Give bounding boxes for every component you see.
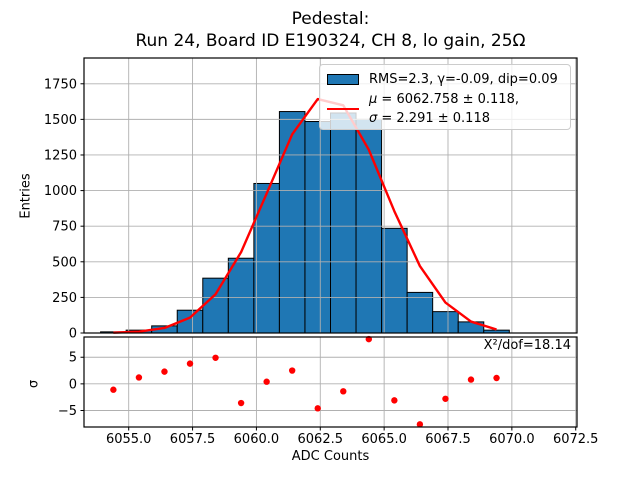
x-tick-label: 6072.5 (553, 432, 599, 447)
residual-axes-spine (83, 336, 578, 428)
y-tick-label: 250 (52, 291, 77, 306)
tick-marks (80, 83, 577, 431)
legend-entry-fit: μ = 6062.758 ± 0.118, σ = 2.291 ± 0.118 (327, 90, 563, 128)
legend-histogram-label: RMS=2.3, γ=-0.09, dip=0.09 (369, 72, 558, 87)
x-tick-label: 6070.0 (489, 432, 535, 447)
residual-point (212, 354, 219, 361)
histogram-bar (253, 182, 280, 334)
y-tick-label: 0 (69, 327, 77, 342)
residual-point (161, 368, 168, 375)
residual-grid (84, 337, 577, 427)
residual-point (263, 378, 270, 385)
residual-point (416, 421, 424, 428)
residual-points (110, 335, 500, 428)
residual-point (135, 374, 143, 381)
residual-point (493, 374, 500, 382)
x-tick-label: 6060.0 (234, 432, 280, 447)
histogram-bar (278, 111, 306, 334)
x-tick-label: 6057.5 (170, 432, 216, 447)
plot-title-line2: Run 24, Board ID E190324, CH 8, lo gain,… (135, 31, 526, 51)
legend-entry-histogram: RMS=2.3, γ=-0.09, dip=0.09 (327, 69, 563, 90)
x-axis-label: ADC Counts (291, 449, 370, 464)
y-tick-label: 1250 (44, 148, 77, 163)
residual-point (186, 360, 194, 367)
fit-line-swatch-icon (327, 108, 359, 110)
chi2-annotation: X²/dof=18.14 (483, 338, 571, 353)
y-tick-label: 1500 (44, 113, 77, 128)
plot-title-line1: Pedestal: (291, 9, 370, 29)
y-tick-label: 750 (52, 220, 77, 235)
y-axis-label-sigma: σ (26, 379, 42, 389)
residual-point (314, 405, 321, 412)
axes-spines (83, 57, 578, 428)
legend-fit-mu-line: μ = 6062.758 ± 0.118, (369, 92, 519, 107)
residual-point (288, 367, 296, 374)
histogram-bar (202, 277, 229, 334)
y-tick-label: 1750 (44, 77, 77, 92)
residual-point (110, 386, 117, 393)
main-axes-spine (83, 57, 578, 334)
legend-box: RMS=2.3, γ=-0.09, dip=0.09 μ = 6062.758 … (319, 64, 571, 130)
residual-point (467, 376, 475, 383)
histogram-bar (406, 291, 434, 334)
histogram-bars (100, 111, 510, 334)
residual-y-tick-label: 0 (69, 377, 77, 392)
x-tick-label: 6065.0 (361, 432, 407, 447)
y-tick-label: 1000 (44, 184, 77, 199)
y-axis-label-entries: Entries (18, 173, 34, 219)
y-tick-label: 500 (52, 255, 77, 270)
residual-point (237, 399, 245, 407)
gaussian-fit-curve (113, 97, 497, 334)
residual-point (340, 388, 347, 395)
residual-y-tick-label: 5 (69, 351, 77, 366)
histogram-bar (432, 311, 459, 334)
x-tick-label: 6062.5 (298, 432, 344, 447)
tick-labels: 6055.0 6057.5 6060.0 6062.5 6065.0 6067.5 6070… (44, 77, 599, 447)
residual-point (391, 397, 398, 404)
histogram-swatch-icon (327, 74, 359, 85)
x-tick-label: 6067.5 (425, 432, 471, 447)
x-tick-label: 6055.0 (106, 432, 152, 447)
histogram-bar (227, 257, 255, 334)
legend-fit-sigma-line: σ = 2.291 ± 0.118 (369, 111, 490, 126)
histogram-bar (304, 121, 331, 334)
residual-point (442, 395, 449, 402)
residual-y-tick-label: −5 (58, 404, 77, 419)
histogram-bar (330, 112, 357, 334)
histogram-bar (381, 227, 408, 334)
